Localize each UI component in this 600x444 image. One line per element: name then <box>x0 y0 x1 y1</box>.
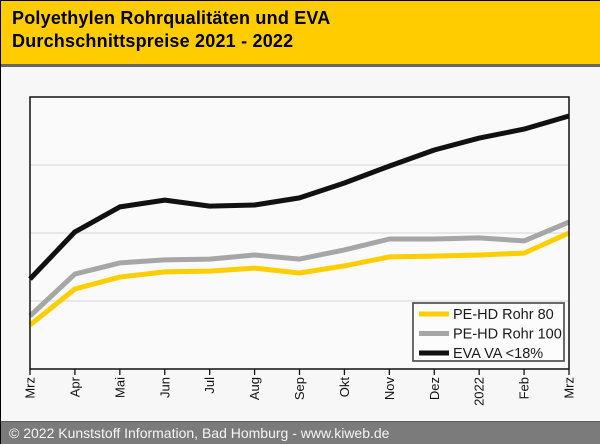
chart-area: Mrz Apr Mai Jun Jul Aug Sep Okt Nov Dez 2022 Feb Mrz… <box>1 61 600 422</box>
x-axis-label-dez: Dez <box>427 377 442 400</box>
x-axis-label-jul: Jul <box>202 377 217 394</box>
legend-item-pe-hd-rohr-80: PE-HD Rohr 80 <box>419 307 554 323</box>
footer-credit-bar: © 2022 Kunststoff Information, Bad Hombu… <box>1 421 600 444</box>
x-axis-label-2022: 2022 <box>472 377 487 406</box>
x-axis-label-sep: Sep <box>292 377 307 400</box>
legend-label: PE-HD Rohr 80 <box>453 307 554 323</box>
x-axis-label-feb: Feb <box>517 377 532 399</box>
x-axis-label-okt: Okt <box>337 377 352 398</box>
x-axis-label-apr: Apr <box>67 376 82 397</box>
x-axis-label-mai: Mai <box>112 377 127 398</box>
x-axis-label-nov: Nov <box>382 377 397 401</box>
legend-label: PE-HD Rohr 100 <box>453 327 562 343</box>
footer-credit-text: © 2022 Kunststoff Information, Bad Hombu… <box>9 425 390 441</box>
legend-item-pe-hd-rohr-100: PE-HD Rohr 100 <box>419 327 562 343</box>
x-axis-label-mrz: Mrz <box>562 377 577 399</box>
chart-header: Polyethylen Rohrqualitäten und EVA Durch… <box>1 1 600 67</box>
page-title-line-2: Durchschnittspreise 2021 - 2022 <box>12 31 294 51</box>
x-axis-label-aug: Aug <box>247 377 262 400</box>
page-title-line-1: Polyethylen Rohrqualitäten und EVA <box>12 8 331 28</box>
x-axis-label-jun: Jun <box>157 377 172 398</box>
series-line-eva-va-18- <box>28 113 570 281</box>
x-axis-label-mrz: Mrz <box>23 377 38 399</box>
legend: PE-HD Rohr 80 PE-HD Rohr 100 EVA VA <18% <box>412 302 565 362</box>
price-chart: Mrz Apr Mai Jun Jul Aug Sep Okt Nov Dez 2022 Feb Mrz… <box>23 96 577 406</box>
legend-label: EVA VA <18% <box>453 346 543 362</box>
legend-item-eva-va-18-: EVA VA <18% <box>419 346 543 362</box>
series-line-pe-hd-rohr-100 <box>28 219 570 318</box>
series-line-pe-hd-rohr-80 <box>28 230 571 327</box>
